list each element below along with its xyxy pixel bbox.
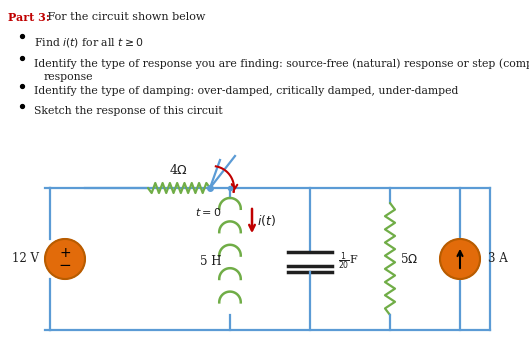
Text: Identify the type of damping: over-damped, critically damped, under-damped: Identify the type of damping: over-dampe… [34, 86, 458, 96]
Text: −: − [59, 258, 71, 273]
Text: +: + [59, 246, 71, 260]
Text: $i(t)$: $i(t)$ [257, 213, 276, 229]
Text: Sketch the response of this circuit: Sketch the response of this circuit [34, 106, 223, 116]
Text: 3 A: 3 A [488, 252, 508, 266]
Text: 12 V: 12 V [12, 252, 39, 266]
Text: $\frac{1}{20}$F: $\frac{1}{20}$F [338, 250, 359, 272]
Text: 5 H: 5 H [200, 255, 222, 268]
Text: $t=0$: $t=0$ [195, 206, 221, 218]
Text: Find $i(t)$ for all $t\geq0$: Find $i(t)$ for all $t\geq0$ [34, 36, 144, 49]
Circle shape [45, 239, 85, 279]
Circle shape [440, 239, 480, 279]
Text: response: response [44, 72, 94, 82]
Text: 5$\Omega$: 5$\Omega$ [400, 252, 418, 266]
Text: 4$\Omega$: 4$\Omega$ [169, 163, 188, 177]
Text: Part 3:: Part 3: [8, 12, 50, 23]
Text: For the circuit shown below: For the circuit shown below [44, 12, 205, 22]
Text: Identify the type of response you are finding: source-free (natural) response or: Identify the type of response you are fi… [34, 58, 529, 69]
